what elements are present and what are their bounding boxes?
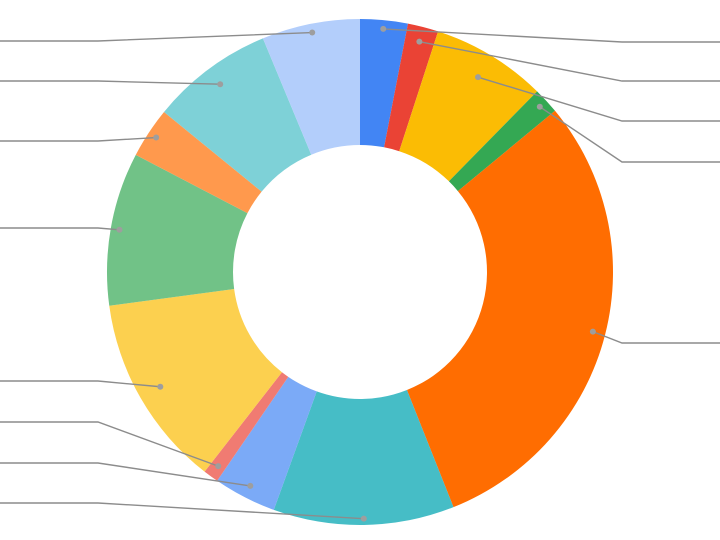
leader-dot-10	[116, 226, 123, 233]
leader-dot-5	[589, 328, 596, 335]
leader-dot-9	[157, 383, 164, 390]
donut-slice-5	[406, 110, 613, 508]
leader-line-4	[539, 106, 720, 163]
leader-dot-7	[247, 482, 254, 489]
leader-dot-13	[309, 29, 316, 36]
leader-line-7	[0, 462, 251, 487]
donut-slice-4	[448, 91, 555, 192]
donut-slice-2	[384, 23, 439, 152]
leader-line-1	[383, 28, 720, 43]
donut-slice-11	[135, 112, 262, 214]
leader-dot-6	[360, 515, 367, 522]
leader-dot-3	[475, 74, 482, 81]
leader-line-6	[0, 502, 364, 520]
leader-dot-4	[536, 103, 543, 110]
leader-line-8	[0, 421, 219, 467]
donut-slice-13	[262, 19, 360, 155]
leader-line-12	[0, 80, 221, 85]
leader-dot-2	[416, 38, 423, 45]
leader-line-5	[592, 331, 720, 344]
leader-dot-1	[380, 25, 387, 32]
leader-line-2	[419, 40, 720, 82]
donut-slice-3	[399, 31, 538, 182]
donut-slice-9	[109, 288, 282, 472]
donut-slice-7	[217, 376, 317, 510]
leader-line-10	[0, 227, 120, 231]
donut-slice-10	[107, 154, 248, 306]
donut-slice-1	[360, 19, 408, 148]
leader-line-3	[477, 76, 720, 122]
donut-slice-12	[164, 38, 312, 192]
leader-dot-12	[217, 81, 224, 88]
leader-line-11	[0, 136, 157, 142]
donut-slice-8	[204, 372, 289, 481]
leader-line-9	[0, 380, 161, 388]
leader-dot-11	[153, 134, 160, 141]
donut-slice-6	[273, 390, 454, 525]
leader-dot-8	[215, 463, 222, 470]
leader-line-13	[0, 31, 313, 42]
